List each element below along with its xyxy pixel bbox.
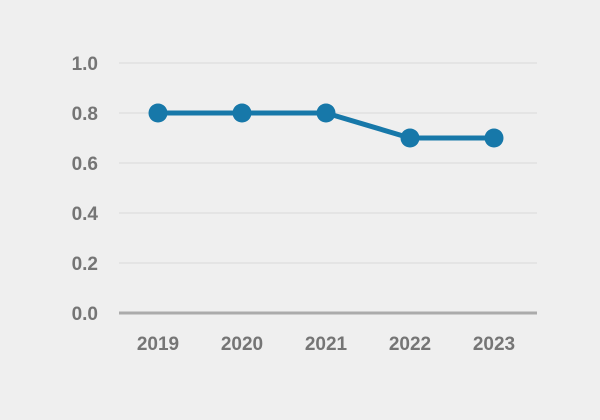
x-tick-label: 2021 [305, 334, 348, 355]
data-point-marker [148, 103, 168, 123]
data-point-marker [232, 103, 252, 123]
x-tick-label: 2019 [137, 334, 179, 355]
y-tick-label: 0.6 [72, 154, 98, 175]
y-tick-label: 0.2 [72, 254, 98, 275]
y-tick-label: 0.0 [72, 304, 98, 325]
gridlines [119, 62, 537, 315]
data-point-marker [316, 103, 336, 123]
x-tick-label: 2022 [389, 334, 431, 355]
y-tick-label: 1.0 [72, 54, 98, 75]
data-point-marker [484, 128, 504, 148]
x-axis-tick-labels: 2019 2020 2021 2022 2023 [137, 334, 515, 355]
y-tick-label: 0.8 [72, 104, 98, 125]
y-axis-tick-labels: 0.0 0.2 0.4 0.6 0.8 1.0 [72, 54, 99, 325]
x-tick-label: 2023 [473, 334, 515, 355]
data-series-layer [148, 103, 504, 148]
x-tick-label: 2020 [221, 334, 263, 355]
data-point-marker [400, 128, 420, 148]
y-tick-label: 0.4 [72, 204, 99, 225]
